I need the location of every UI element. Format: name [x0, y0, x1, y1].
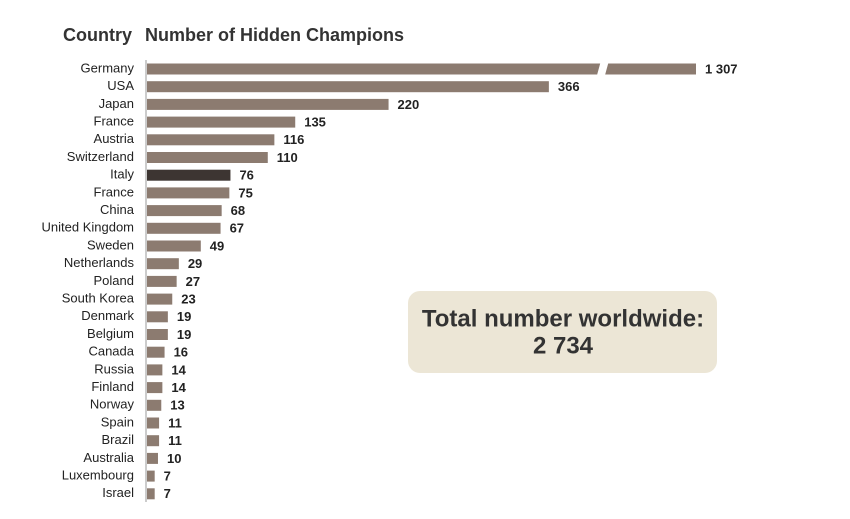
bar: [147, 417, 160, 429]
value-label: 220: [398, 97, 420, 112]
value-label: 10: [167, 451, 181, 466]
value-label: 75: [238, 185, 252, 200]
category-label: United Kingdom: [42, 220, 135, 235]
category-label: Australia: [83, 450, 134, 465]
bar: [147, 152, 268, 163]
bar: [147, 488, 155, 500]
value-label: 11: [168, 433, 182, 448]
value-label: 116: [283, 132, 304, 147]
value-label: 14: [171, 380, 186, 395]
value-label: 135: [304, 115, 326, 130]
category-label: Finland: [91, 379, 134, 394]
value-label: 19: [177, 327, 191, 342]
value-label: 68: [231, 203, 245, 218]
value-label: 29: [188, 256, 202, 271]
category-label: Germany: [81, 60, 135, 75]
value-label: 7: [164, 486, 171, 501]
value-label: 366: [558, 79, 580, 94]
category-label: South Korea: [62, 291, 135, 306]
bar: [147, 134, 275, 146]
category-label: Brazil: [101, 432, 134, 447]
bar: [147, 470, 155, 482]
bar: [147, 382, 163, 394]
category-label: Belgium: [87, 326, 134, 341]
value-label: 7: [164, 469, 171, 484]
category-label: Sweden: [87, 237, 134, 252]
bar: [147, 81, 549, 93]
bar: [147, 187, 230, 199]
bar: [147, 116, 296, 128]
bar: [147, 205, 222, 217]
annotation-text: Total number worldwide:: [422, 305, 704, 332]
bar: [147, 258, 179, 270]
bar: [147, 399, 162, 411]
bar: [147, 98, 389, 110]
category-label: Poland: [94, 273, 134, 288]
bar: [147, 63, 601, 75]
category-label: Japan: [99, 96, 134, 111]
bar: [147, 435, 160, 447]
category-label: Canada: [88, 344, 134, 359]
category-label: Russia: [94, 361, 135, 376]
category-label: France: [94, 114, 134, 129]
category-label: Denmark: [81, 308, 134, 323]
value-label: 11: [168, 415, 182, 430]
value-label: 13: [170, 398, 184, 413]
category-label: Israel: [102, 485, 134, 500]
bar: [147, 364, 163, 376]
bar: [147, 169, 231, 181]
category-label: Italy: [110, 167, 134, 182]
value-label: 49: [210, 238, 224, 253]
chart-title: Number of Hidden Champions: [145, 25, 404, 45]
category-label: China: [100, 202, 135, 217]
bar: [147, 275, 177, 287]
bar: [147, 311, 168, 323]
category-label: USA: [107, 78, 134, 93]
bar: [147, 346, 165, 358]
value-label: 76: [239, 168, 253, 183]
category-label: France: [94, 184, 134, 199]
bar: [147, 222, 221, 234]
annotation-total: 2 734: [533, 332, 594, 359]
value-label: 19: [177, 309, 191, 324]
value-label: 23: [181, 292, 195, 307]
value-label: 14: [171, 362, 186, 377]
value-label: 16: [174, 345, 188, 360]
value-label: 67: [230, 221, 244, 236]
category-header: Country: [63, 25, 132, 45]
annotation-box: [408, 291, 717, 373]
bar: [147, 329, 168, 340]
value-label: 27: [186, 274, 200, 289]
bar: [147, 452, 158, 464]
category-label: Norway: [90, 397, 135, 412]
value-label: 1 307: [705, 61, 738, 76]
bar: [147, 293, 173, 305]
category-label: Spain: [101, 414, 134, 429]
category-label: Luxembourg: [62, 468, 134, 483]
bar: [605, 63, 696, 75]
value-label: 110: [277, 150, 298, 165]
bar: [147, 240, 201, 252]
category-label: Switzerland: [67, 149, 134, 164]
category-label: Netherlands: [64, 255, 135, 270]
category-label: Austria: [94, 131, 135, 146]
